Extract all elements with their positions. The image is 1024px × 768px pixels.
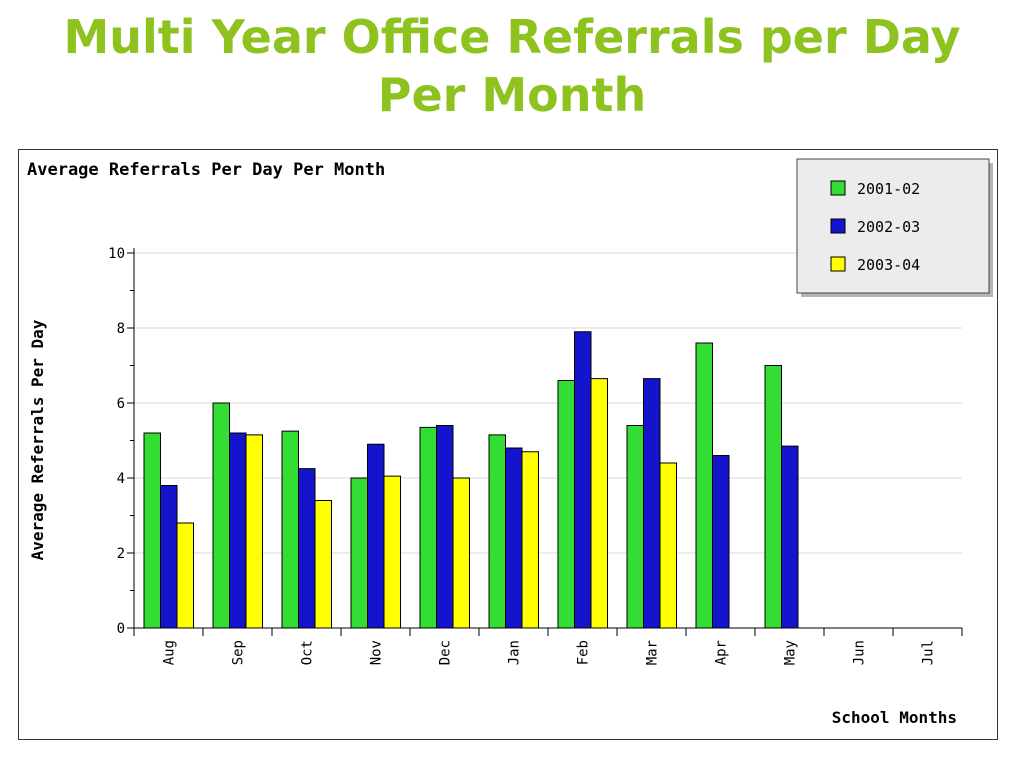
bar-2003-04-Sep	[245, 434, 263, 629]
x-axis-label: School Months	[832, 708, 957, 727]
y-tick-label: 6	[117, 396, 125, 412]
bar-2001-02-May	[764, 365, 782, 629]
bar-2003-04-Dec	[452, 477, 470, 629]
chart-title: Average Referrals Per Day Per Month	[27, 160, 385, 180]
bar-2001-02-Aug	[143, 432, 161, 629]
bar-2003-04-Jan	[521, 451, 539, 629]
bar-2002-03-Apr	[712, 455, 730, 629]
y-tick-label: 0	[117, 621, 125, 637]
x-tick-label-Dec: Dec	[438, 640, 454, 665]
x-tick-label-Aug: Aug	[162, 640, 178, 665]
x-tick-label-Oct: Oct	[300, 640, 316, 665]
bar-2002-03-Nov	[367, 443, 385, 629]
y-tick-label: 8	[117, 321, 125, 337]
y-tick-label: 2	[117, 546, 125, 562]
bar-2001-02-Jan	[488, 434, 506, 629]
slide-title-line-2: Per Month	[377, 68, 647, 122]
bar-2001-02-Dec	[419, 426, 437, 629]
slide-title: Multi Year Office Referrals per Day Per …	[0, 8, 1024, 124]
x-tick-label-Jun: Jun	[852, 640, 868, 665]
legend-label-2002-03: 2002-03	[857, 218, 920, 236]
bar-2003-04-Aug	[176, 522, 194, 629]
slide-title-line-1: Multi Year Office Referrals per Day	[63, 10, 961, 64]
bar-2003-04-Mar	[659, 462, 677, 629]
bar-2001-02-Apr	[695, 342, 713, 629]
legend-label-2003-04: 2003-04	[857, 256, 920, 274]
y-axis-label: Average Referrals Per Day	[28, 319, 47, 560]
bar-2002-03-Jan	[505, 447, 523, 629]
x-tick-label-Jul: Jul	[921, 640, 937, 665]
bar-2002-03-Mar	[643, 378, 661, 629]
bar-2002-03-May	[781, 445, 799, 629]
legend-label-2001-02: 2001-02	[857, 180, 920, 198]
x-tick-label-Jan: Jan	[507, 640, 523, 665]
y-tick-label: 4	[117, 471, 125, 487]
bar-2003-04-Nov	[383, 475, 401, 629]
chart-frame: Average Referrals Per Day Per Month 0 2 4 6 8…	[18, 149, 998, 740]
x-tick-label-Nov: Nov	[369, 640, 385, 665]
bar-2002-03-Feb	[574, 331, 592, 629]
bar-2002-03-Oct	[298, 468, 316, 629]
legend-swatch-2001-02	[830, 180, 846, 196]
bar-2001-02-Sep	[212, 402, 230, 629]
x-tick-label-Apr: Apr	[714, 640, 730, 665]
bar-2001-02-Oct	[281, 430, 299, 629]
legend-swatch-2002-03	[830, 218, 846, 234]
x-tick-label-May: May	[783, 640, 799, 665]
bar-2002-03-Dec	[436, 425, 454, 629]
bar-2001-02-Feb	[557, 380, 575, 629]
bar-2002-03-Aug	[160, 485, 178, 629]
bar-2003-04-Oct	[314, 500, 332, 629]
bar-2001-02-Mar	[626, 425, 644, 629]
bar-2003-04-Feb	[590, 378, 608, 629]
x-tick-label-Mar: Mar	[645, 640, 661, 665]
bar-2001-02-Nov	[350, 477, 368, 629]
legend-box	[796, 158, 990, 294]
x-tick-label-Sep: Sep	[231, 640, 247, 665]
bar-chart: Average Referrals Per Day Per Month 0 2 4 6 8…	[27, 158, 993, 727]
bar-2002-03-Sep	[229, 432, 247, 629]
y-tick-label: 10	[108, 246, 125, 262]
legend-swatch-2003-04	[830, 256, 846, 272]
x-tick-label-Feb: Feb	[576, 640, 592, 665]
